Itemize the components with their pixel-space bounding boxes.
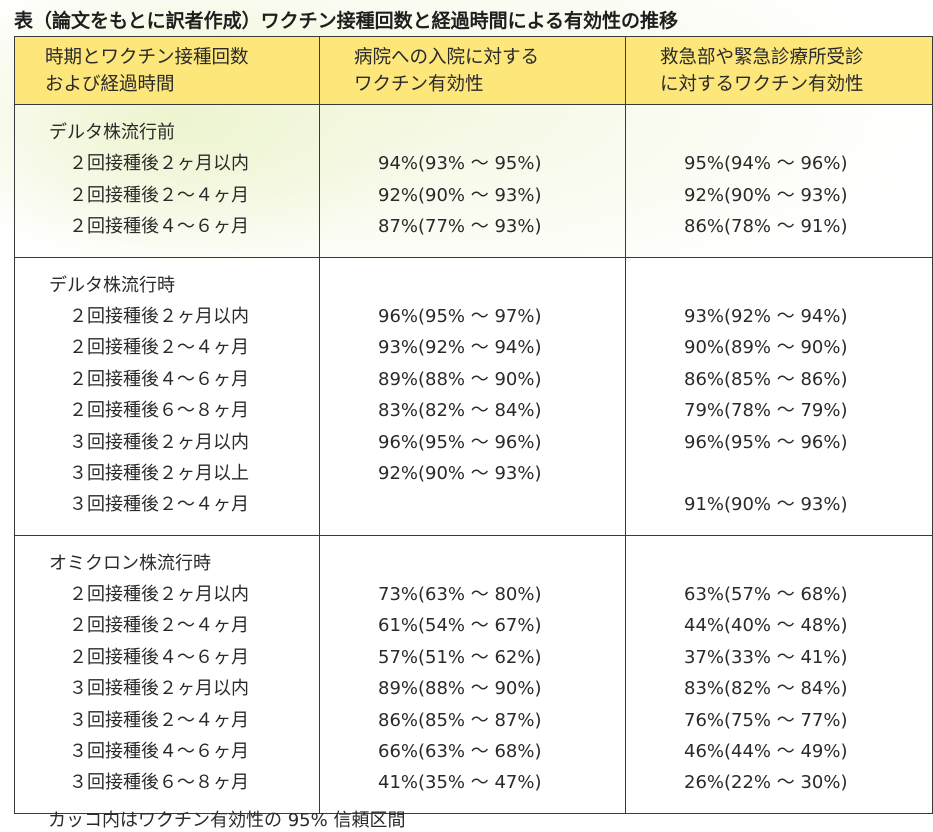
table-group-row: デルタ株流行前 ２回接種後２ヶ月以内 ２回接種後２～４ヶ月 ２回接種後４～６ヶ月 94%… [14, 104, 933, 258]
hospital-value: 86%(85% ～ 87%) [378, 709, 542, 731]
blank-line [626, 548, 932, 579]
emergency-value: 92%(90% ～ 93%) [684, 184, 848, 206]
period-label: ３回接種後４～６ヶ月 [69, 741, 249, 763]
emergency-value: 90%(89% ～ 90%) [684, 337, 848, 359]
hospital-value: 89%(88% ～ 90%) [378, 678, 542, 700]
effectiveness-table: 時期とワクチン接種回数 および経過時間 病院への入院に対する ワクチン有効性 救… [14, 36, 933, 814]
hospital-value: 92%(90% ～ 93%) [378, 462, 542, 484]
emergency-value: 44%(40% ～ 48%) [684, 615, 848, 637]
period-label: ２回接種後２～４ヶ月 [69, 615, 249, 637]
emergency-cell: 63%(57% ～ 68%) 44%(40% ～ 48%) 37%(33% ～ 41… [625, 534, 933, 814]
hospital-value: 87%(77% ～ 93%) [378, 216, 542, 238]
period-label: ３回接種後２ヶ月以内 [69, 431, 249, 453]
header-period: 時期とワクチン接種回数 および経過時間 [14, 36, 320, 105]
hospital-cell: 73%(63% ～ 80%) 61%(54% ～ 67%) 57%(51% ～ 62… [319, 534, 626, 814]
emergency-value: 37%(33% ～ 41%) [684, 646, 848, 668]
emergency-value: 93%(92% ～ 94%) [684, 305, 848, 327]
blank-line [626, 117, 932, 148]
hospital-value: 92%(90% ～ 93%) [378, 184, 542, 206]
period-label: ３回接種後２ヶ月以内 [69, 678, 249, 700]
header-line: 病院への入院に対する [354, 47, 540, 68]
hospital-value: 96%(95% ～ 97%) [378, 305, 542, 327]
period-label: ２回接種後２ヶ月以内 [69, 584, 249, 606]
period-label: ２回接種後２ヶ月以内 [69, 153, 249, 175]
blank-line [626, 270, 932, 301]
hospital-cell: 94%(93% ～ 95%) 92%(90% ～ 93%) 87%(77% ～ 93… [319, 104, 626, 258]
hospital-value: 61%(54% ～ 67%) [378, 615, 542, 637]
emergency-value [626, 458, 932, 489]
blank-line [320, 270, 625, 301]
blank-line [320, 548, 625, 579]
period-label: ３回接種後２～４ヶ月 [69, 494, 249, 516]
group-label: デルタ株流行時 [49, 274, 175, 296]
emergency-cell: 95%(94% ～ 96%) 92%(90% ～ 93%) 86%(78% ～ 91… [625, 104, 933, 258]
emergency-value: 46%(44% ～ 49%) [684, 741, 848, 763]
hospital-value: 96%(95% ～ 96%) [378, 431, 542, 453]
header-emergency: 救急部や緊急診療所受診 に対するワクチン有効性 [625, 36, 933, 105]
table-group-row: オミクロン株流行時 ２回接種後２ヶ月以内 ２回接種後２～４ヶ月 ２回接種後４～６ヶ月 ３… [14, 534, 933, 814]
hospital-value: 89%(88% ～ 90%) [378, 368, 542, 390]
header-line: 救急部や緊急診療所受診 [660, 47, 864, 68]
header-line: に対するワクチン有効性 [660, 74, 864, 95]
period-label: ３回接種後２ヶ月以上 [69, 462, 249, 484]
hospital-value: 83%(82% ～ 84%) [378, 400, 542, 422]
footnote: カッコ内はワクチン有効性の 95% 信頼区間 [48, 810, 406, 831]
emergency-value: 86%(85% ～ 86%) [684, 368, 848, 390]
period-label: ３回接種後６～８ヶ月 [69, 772, 249, 794]
hospital-value: 94%(93% ～ 95%) [378, 153, 542, 175]
emergency-value: 26%(22% ～ 30%) [684, 772, 848, 794]
period-label: ２回接種後２～４ヶ月 [69, 337, 249, 359]
period-label: ２回接種後４～６ヶ月 [69, 216, 249, 238]
hospital-value: 41%(35% ～ 47%) [378, 772, 542, 794]
emergency-value: 63%(57% ～ 68%) [684, 584, 848, 606]
table-header-row: 時期とワクチン接種回数 および経過時間 病院への入院に対する ワクチン有効性 救… [14, 36, 933, 105]
header-hospital: 病院への入院に対する ワクチン有効性 [319, 36, 626, 105]
emergency-value: 91%(90% ～ 93%) [684, 494, 848, 516]
period-label: ２回接種後６～８ヶ月 [69, 400, 249, 422]
hospital-value: 93%(92% ～ 94%) [378, 337, 542, 359]
period-label: ２回接種後２ヶ月以内 [69, 305, 249, 327]
table-group-row: デルタ株流行時 ２回接種後２ヶ月以内 ２回接種後２～４ヶ月 ２回接種後４～６ヶ月 ２回接… [14, 256, 933, 536]
group-label: オミクロン株流行時 [49, 552, 211, 574]
group-label: デルタ株流行前 [49, 122, 175, 143]
hospital-value [320, 489, 625, 520]
hospital-value: 73%(63% ～ 80%) [378, 584, 542, 606]
period-cell: デルタ株流行前 ２回接種後２ヶ月以内 ２回接種後２～４ヶ月 ２回接種後４～６ヶ月 [14, 104, 320, 258]
header-line: および経過時間 [45, 74, 175, 95]
blank-line [320, 117, 625, 148]
period-cell: オミクロン株流行時 ２回接種後２ヶ月以内 ２回接種後２～４ヶ月 ２回接種後４～６ヶ月 ３… [14, 534, 320, 814]
header-line: 時期とワクチン接種回数 [45, 47, 249, 68]
hospital-value: 66%(63% ～ 68%) [378, 741, 542, 763]
hospital-value: 57%(51% ～ 62%) [378, 646, 542, 668]
period-label: ２回接種後２～４ヶ月 [69, 184, 249, 206]
page-title: 表（論文をもとに訳者作成）ワクチン接種回数と経過時間による有効性の推移 [14, 10, 679, 32]
emergency-value: 95%(94% ～ 96%) [684, 153, 848, 175]
emergency-value: 86%(78% ～ 91%) [684, 216, 848, 238]
emergency-value: 96%(95% ～ 96%) [684, 431, 848, 453]
emergency-value: 83%(82% ～ 84%) [684, 678, 848, 700]
header-line: ワクチン有効性 [354, 74, 484, 95]
hospital-cell: 96%(95% ～ 97%) 93%(92% ～ 94%) 89%(88% ～ 90… [319, 256, 626, 536]
emergency-value: 76%(75% ～ 77%) [684, 709, 848, 731]
period-cell: デルタ株流行時 ２回接種後２ヶ月以内 ２回接種後２～４ヶ月 ２回接種後４～６ヶ月 ２回接… [14, 256, 320, 536]
emergency-cell: 93%(92% ～ 94%) 90%(89% ～ 90%) 86%(85% ～ 86… [625, 256, 933, 536]
period-label: ３回接種後２～４ヶ月 [69, 709, 249, 731]
period-label: ２回接種後４～６ヶ月 [69, 646, 249, 668]
emergency-value: 79%(78% ～ 79%) [684, 400, 848, 422]
period-label: ２回接種後４～６ヶ月 [69, 368, 249, 390]
